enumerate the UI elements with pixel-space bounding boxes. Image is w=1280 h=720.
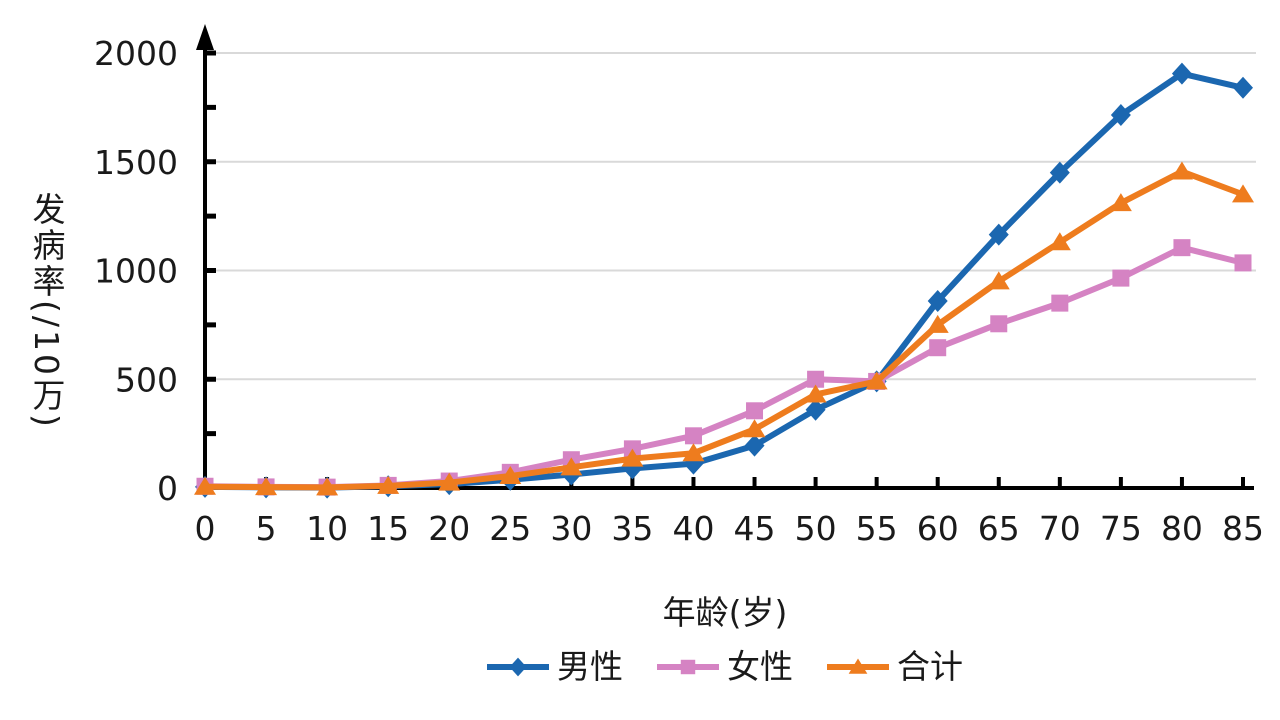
- marker-女性-75: [1112, 269, 1130, 287]
- marker-合计-50: [804, 384, 827, 403]
- marker-合计-80: [1170, 161, 1193, 180]
- marker-男性-60: [927, 289, 948, 312]
- legend-item-女性: 女性: [657, 650, 793, 683]
- marker-合计-30: [560, 457, 583, 476]
- x-tick-label-35: 35: [611, 509, 653, 548]
- marker-男性-45: [744, 434, 765, 457]
- marker-合计-65: [987, 271, 1010, 290]
- x-tick-label-30: 30: [550, 509, 592, 548]
- x-tick-label-45: 45: [734, 509, 776, 548]
- y-axis-arrow-icon: [196, 24, 214, 50]
- data-point-marker: [509, 657, 527, 676]
- legend-swatch-triangle-icon: [827, 658, 889, 674]
- x-tick-label-10: 10: [306, 509, 348, 548]
- legend-item-合计: 合计: [827, 650, 963, 683]
- marker-女性-85: [1234, 254, 1252, 272]
- marker-合计-25: [499, 466, 522, 485]
- marker-合计-55: [865, 371, 888, 390]
- marker-合计-15: [377, 475, 400, 494]
- y-axis-title: 发病率(/10万): [27, 192, 66, 430]
- marker-女性-80: [1173, 239, 1191, 257]
- y-tick-label-500: 500: [115, 360, 178, 399]
- marker-女性-45: [746, 402, 764, 420]
- marker-合计-45: [743, 419, 766, 438]
- x-tick-label-25: 25: [489, 509, 531, 548]
- marker-合计-40: [682, 443, 705, 462]
- marker-女性-60: [929, 339, 947, 357]
- x-tick-label-15: 15: [367, 509, 409, 548]
- marker-女性-50: [807, 370, 825, 388]
- x-tick-label-75: 75: [1100, 509, 1142, 548]
- marker-合计-35: [621, 448, 644, 467]
- series-line-女性: [202, 244, 1246, 491]
- marker-男性-75: [1110, 103, 1131, 126]
- marker-合计-70: [1048, 232, 1071, 251]
- plot-area: 0 500 1000 1500 2000 0 5 10 15 20 25 30 35 40 45 50 55 60…: [94, 24, 1264, 548]
- legend-label: 合计: [897, 647, 963, 686]
- x-axis-title: 年龄(岁): [662, 593, 788, 632]
- data-point-marker: [680, 659, 696, 674]
- legend-label: 女性: [727, 647, 793, 686]
- marker-男性-85: [1233, 76, 1253, 99]
- marker-男性-50: [805, 398, 826, 421]
- data-point-marker: [848, 658, 868, 674]
- x-tick-label-80: 80: [1161, 509, 1203, 548]
- x-tick-label-60: 60: [917, 509, 959, 548]
- y-tick-label-1500: 1500: [94, 143, 178, 182]
- marker-合计-60: [926, 314, 949, 333]
- marker-合计-20: [438, 472, 461, 491]
- x-tick-label-0: 0: [195, 509, 216, 548]
- marker-男性-65: [988, 223, 1009, 246]
- marker-合计-85: [1232, 184, 1254, 203]
- marker-女性-40: [684, 427, 702, 445]
- marker-男性-70: [1049, 161, 1070, 184]
- marker-女性-70: [1051, 294, 1069, 312]
- x-tick-label-5: 5: [256, 509, 277, 548]
- x-tick-label-85: 85: [1222, 509, 1264, 548]
- marker-合计-0: [194, 476, 216, 495]
- y-tick-label-0: 0: [157, 469, 178, 508]
- marker-女性-65: [990, 315, 1008, 333]
- marker-合计-10: [316, 477, 339, 496]
- chart-legend: 男性 女性 合计: [205, 650, 1245, 683]
- marker-男性-80: [1171, 62, 1192, 85]
- series-line-合计: [202, 168, 1246, 491]
- x-tick-label-50: 50: [795, 509, 837, 548]
- y-tick-label-1000: 1000: [94, 252, 178, 291]
- marker-合计-5: [255, 477, 278, 496]
- legend-label: 男性: [557, 647, 623, 686]
- y-tick-label-2000: 2000: [94, 34, 178, 73]
- x-tick-label-20: 20: [428, 509, 470, 548]
- marker-合计-75: [1109, 193, 1132, 212]
- legend-swatch-diamond-icon: [487, 657, 549, 676]
- x-tick-label-40: 40: [672, 509, 714, 548]
- legend-item-男性: 男性: [487, 650, 623, 683]
- x-tick-label-65: 65: [978, 509, 1020, 548]
- x-tick-label-70: 70: [1039, 509, 1081, 548]
- x-tick-label-55: 55: [856, 509, 898, 548]
- legend-swatch-square-icon: [657, 659, 719, 674]
